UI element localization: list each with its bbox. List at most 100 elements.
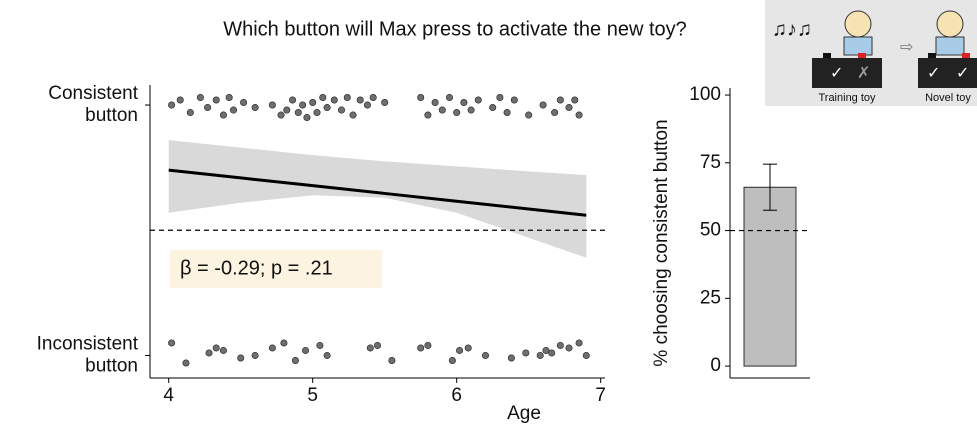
point: [330, 96, 338, 104]
child-body: [843, 36, 873, 56]
point: [381, 99, 389, 107]
check-mark: ✓: [927, 65, 940, 82]
point: [565, 104, 573, 112]
point: [489, 104, 497, 112]
y-tick-label: 50: [700, 220, 721, 241]
point: [323, 104, 331, 112]
bar: [743, 186, 797, 367]
point: [510, 96, 518, 104]
button: [858, 53, 866, 58]
check-mark: ✓: [956, 65, 969, 82]
point: [219, 346, 227, 354]
point: [448, 356, 456, 364]
y-tick-label: 25: [700, 287, 721, 308]
y-tick-label: 100: [689, 84, 721, 105]
point: [445, 94, 453, 102]
illustration-label: Novel toy: [925, 92, 971, 104]
point: [424, 111, 432, 119]
point: [474, 96, 482, 104]
point: [417, 94, 425, 102]
x-tick-label: 6: [451, 385, 462, 406]
annotation-box: [170, 250, 382, 288]
point: [456, 346, 464, 354]
check-mark: ✓: [830, 65, 843, 82]
confidence-band: [168, 140, 587, 258]
y-axis-label: % choosing consistent button: [651, 119, 672, 366]
point: [551, 109, 559, 117]
point: [575, 339, 583, 347]
child-body: [935, 36, 965, 56]
point: [323, 351, 331, 359]
point: [291, 356, 299, 364]
point: [431, 99, 439, 107]
point: [481, 351, 489, 359]
point: [366, 344, 374, 352]
point: [237, 354, 245, 362]
point: [539, 101, 547, 109]
point: [309, 99, 317, 107]
annotation: β = -0.29; p = .21: [180, 257, 333, 279]
x-tick-label: 4: [163, 385, 174, 406]
point: [571, 96, 579, 104]
button: [823, 53, 831, 58]
point: [503, 109, 511, 117]
point: [460, 99, 468, 107]
point: [280, 339, 288, 347]
point: [542, 346, 550, 354]
point: [205, 349, 213, 357]
illustration: ♫♪♫ ✓ ✗ ⇨ ✓ ✓ Training toy Novel toy: [765, 0, 977, 106]
point: [240, 99, 248, 107]
point: [230, 106, 238, 114]
point: [522, 349, 530, 357]
point: [283, 106, 291, 114]
point: [319, 94, 327, 102]
point: [338, 106, 346, 114]
point: [363, 101, 371, 109]
x-axis-label: Age: [507, 403, 541, 424]
y-tick-label: Inconsistent button: [37, 333, 139, 376]
point: [268, 101, 276, 109]
point: [373, 341, 381, 349]
point: [536, 351, 544, 359]
point: [168, 101, 176, 109]
point: [277, 111, 285, 119]
point: [176, 96, 184, 104]
point: [356, 96, 364, 104]
y-tick-label: Consistent button: [48, 83, 138, 126]
point: [388, 356, 396, 364]
arrow: ⇨: [900, 39, 913, 56]
point: [464, 344, 472, 352]
cross-mark: ✗: [857, 65, 870, 82]
point: [507, 354, 515, 362]
child-head: [936, 10, 964, 38]
figure-title: Which button will Max press to activate …: [223, 18, 687, 40]
point: [424, 341, 432, 349]
child-head: [844, 10, 872, 38]
point: [303, 114, 311, 122]
point: [168, 339, 176, 347]
illustration-label: Training toy: [818, 92, 876, 104]
point: [343, 94, 351, 102]
training-toy: [812, 58, 882, 88]
point: [251, 104, 259, 112]
point: [302, 346, 310, 354]
point: [212, 96, 220, 104]
point: [313, 109, 321, 117]
point: [525, 111, 533, 119]
point: [186, 109, 194, 117]
point: [316, 341, 324, 349]
point: [453, 109, 461, 117]
music-notes: ♫♪♫: [772, 18, 812, 40]
point: [496, 94, 504, 102]
point: [196, 94, 204, 102]
point: [212, 344, 220, 352]
point: [204, 104, 212, 112]
point: [369, 94, 377, 102]
y-tick-label: 75: [700, 152, 721, 173]
novel-toy: [918, 58, 977, 88]
point: [417, 344, 425, 352]
button: [928, 53, 936, 58]
point: [556, 96, 564, 104]
point: [582, 351, 590, 359]
